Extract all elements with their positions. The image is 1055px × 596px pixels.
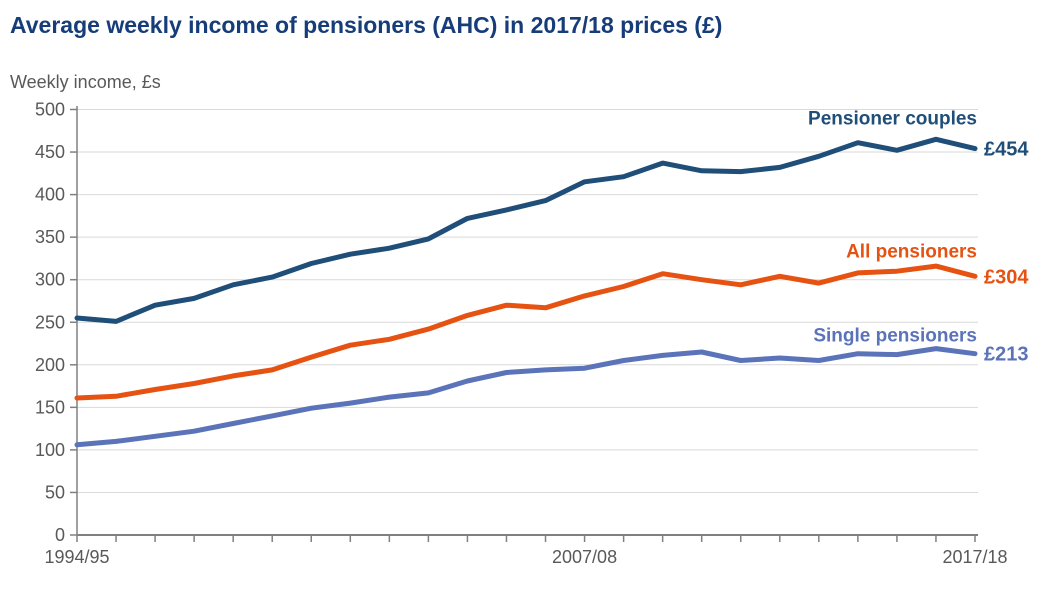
y-tick-label-0: 0 — [55, 525, 65, 545]
series-label-all-pensioners: All pensioners — [846, 241, 977, 262]
y-tick-label-200: 200 — [35, 355, 65, 375]
series-label-pensioner-couples: Pensioner couples — [808, 109, 977, 130]
series-line-all-pensioners — [74, 263, 978, 401]
chart-title: Average weekly income of pensioners (AHC… — [10, 12, 723, 38]
y-tick-label-350: 350 — [35, 227, 65, 247]
series-label-single-pensioners: Single pensioners — [813, 326, 977, 347]
x-tick-label-2017/18: 2017/18 — [942, 547, 1007, 567]
x-tick-label-2007/08: 2007/08 — [552, 547, 617, 567]
y-tick-label-50: 50 — [45, 482, 65, 502]
series-end-value-all-pensioners: £304 — [984, 266, 1029, 288]
series-end-value-pensioner-couples: £454 — [984, 139, 1029, 161]
series-end-value-single-pensioners: £213 — [984, 344, 1029, 366]
y-tick-label-500: 500 — [35, 100, 65, 120]
y-tick-label-400: 400 — [35, 185, 65, 205]
y-axis-unit-label: Weekly income, £s — [10, 72, 161, 92]
series-line-pensioner-couples — [74, 136, 978, 324]
y-tick-label-300: 300 — [35, 270, 65, 290]
y-tick-label-150: 150 — [35, 397, 65, 417]
y-tick-label-450: 450 — [35, 142, 65, 162]
x-tick-label-1994/95: 1994/95 — [44, 547, 109, 567]
y-tick-label-250: 250 — [35, 312, 65, 332]
series-line-single-pensioners — [74, 346, 978, 448]
y-tick-label-100: 100 — [35, 440, 65, 460]
